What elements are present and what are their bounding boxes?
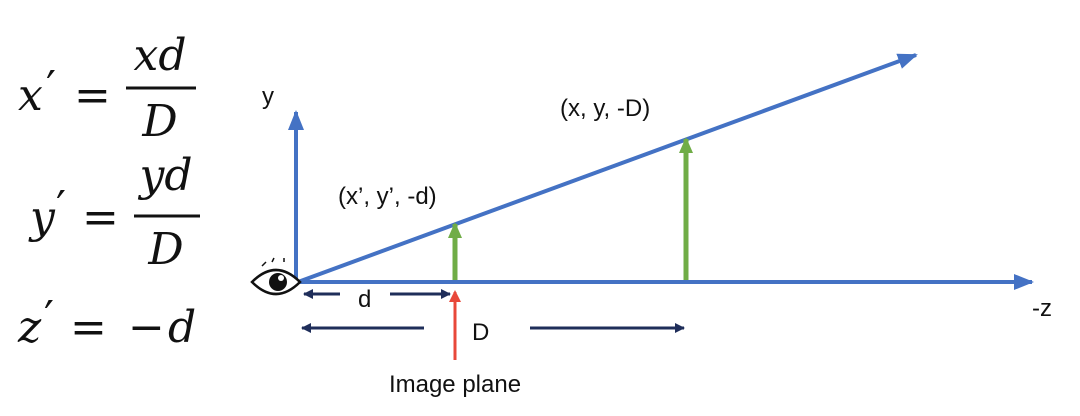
equation-z-rhs: d <box>168 302 196 353</box>
equation-y-denominator: D <box>147 224 183 275</box>
z-axis-label: -z <box>1032 295 1052 322</box>
equation-y-lhs: y <box>28 192 56 243</box>
equation-x-lhs: x <box>18 70 43 121</box>
equation-x-numerator: xd <box>134 30 187 81</box>
equation-z-prime: z ′ = − d <box>17 292 196 353</box>
near-point-label: (x’, y’, -d) <box>338 183 437 210</box>
equation-z-equals: = <box>70 302 107 353</box>
equation-z-prime-mark: ′ <box>44 292 54 343</box>
far-point-label: (x, y, -D) <box>560 95 650 122</box>
eye-icon <box>250 257 302 296</box>
D-label: D <box>472 319 489 346</box>
equation-y-numerator: yd <box>137 150 192 201</box>
equation-x-prime-mark: ′ <box>46 62 56 113</box>
equation-y-equals: = <box>82 192 119 243</box>
equation-z-lhs: z <box>17 302 42 353</box>
equation-y-prime-mark: ′ <box>56 182 66 233</box>
equation-x-prime: x ′ = xd D <box>18 30 196 147</box>
equation-y-prime: y ′ = yd D <box>28 150 200 275</box>
d-label: d <box>358 286 371 313</box>
image-plane-label: Image plane <box>389 371 521 398</box>
equation-x-equals: = <box>74 70 111 121</box>
D-dimension: D <box>301 319 685 346</box>
y-axis-label: y <box>262 83 274 110</box>
equation-x-denominator: D <box>141 96 177 147</box>
d-dimension: d <box>303 286 451 313</box>
equation-z-minus: − <box>128 302 165 353</box>
projection-ray <box>297 53 918 284</box>
